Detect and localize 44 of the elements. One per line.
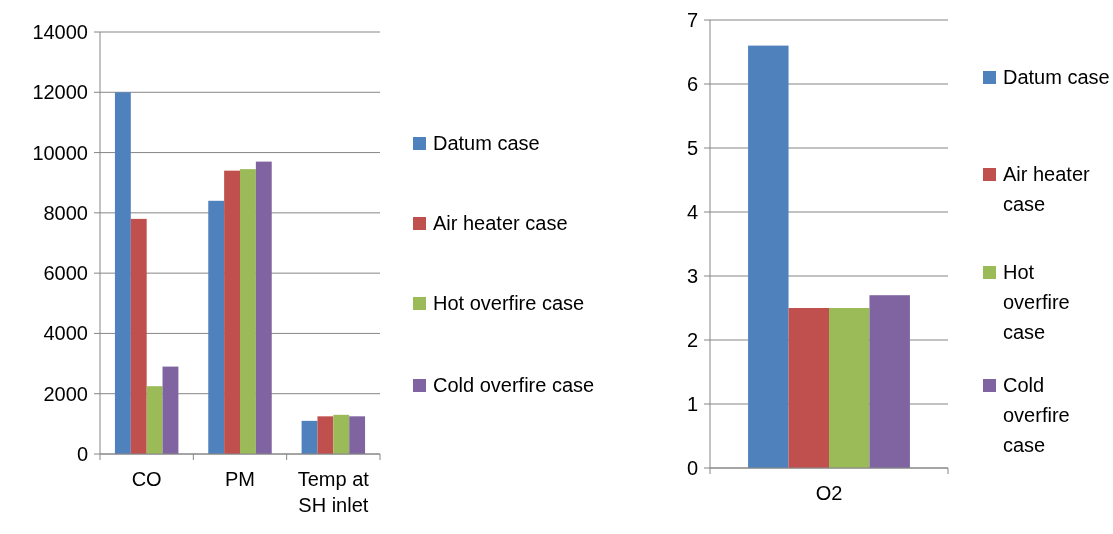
bar xyxy=(788,308,829,468)
bar xyxy=(333,414,350,454)
bar xyxy=(114,92,131,454)
bar xyxy=(301,420,318,454)
y-tick-label: 7 xyxy=(686,9,698,31)
bar xyxy=(869,295,910,468)
bar xyxy=(162,366,179,454)
y-tick-label: 2 xyxy=(686,329,698,351)
x-tick-label: Temp at SH inlet xyxy=(297,468,370,516)
x-tick-label: CO xyxy=(131,468,162,490)
y-tick-label: 2000 xyxy=(43,382,88,405)
legend-label: Air heater case xyxy=(433,212,568,234)
bar xyxy=(317,416,334,454)
bar xyxy=(829,308,870,468)
y-tick-label: 8000 xyxy=(43,201,88,224)
legend-label: Datum case xyxy=(433,132,540,154)
x-tick-label: PM xyxy=(225,468,255,490)
y-tick-label: 4000 xyxy=(43,322,88,345)
y-tick-label: 12000 xyxy=(32,81,88,104)
bar xyxy=(255,161,272,454)
y-tick-label: 6000 xyxy=(43,262,88,285)
legend-label: Hot overfire case xyxy=(433,292,585,314)
bar xyxy=(748,45,789,468)
bar xyxy=(130,218,147,454)
legend-label: Hot overfire case xyxy=(1003,261,1070,343)
legend-label: Datum case xyxy=(1003,66,1110,88)
bar xyxy=(208,200,225,454)
y-tick-label: 3 xyxy=(686,265,698,287)
y-tick-label: 0 xyxy=(686,457,698,479)
y-tick-label: 0 xyxy=(76,443,88,465)
bar xyxy=(146,386,163,454)
y-tick-label: 10000 xyxy=(32,141,88,164)
bar xyxy=(224,170,240,454)
bar xyxy=(240,169,256,454)
legend-label: Cold overfire case xyxy=(1003,374,1070,456)
x-tick-label: O2 xyxy=(815,482,843,504)
y-tick-label: 4 xyxy=(686,201,698,223)
legend-label: Air heater case xyxy=(1003,163,1091,215)
legend-label: Cold overfire case xyxy=(433,374,595,396)
y-tick-label: 6 xyxy=(686,73,698,95)
y-tick-label: 14000 xyxy=(32,21,88,43)
y-tick-label: 5 xyxy=(686,137,698,159)
y-tick-label: 1 xyxy=(686,393,698,415)
bar xyxy=(349,416,366,454)
